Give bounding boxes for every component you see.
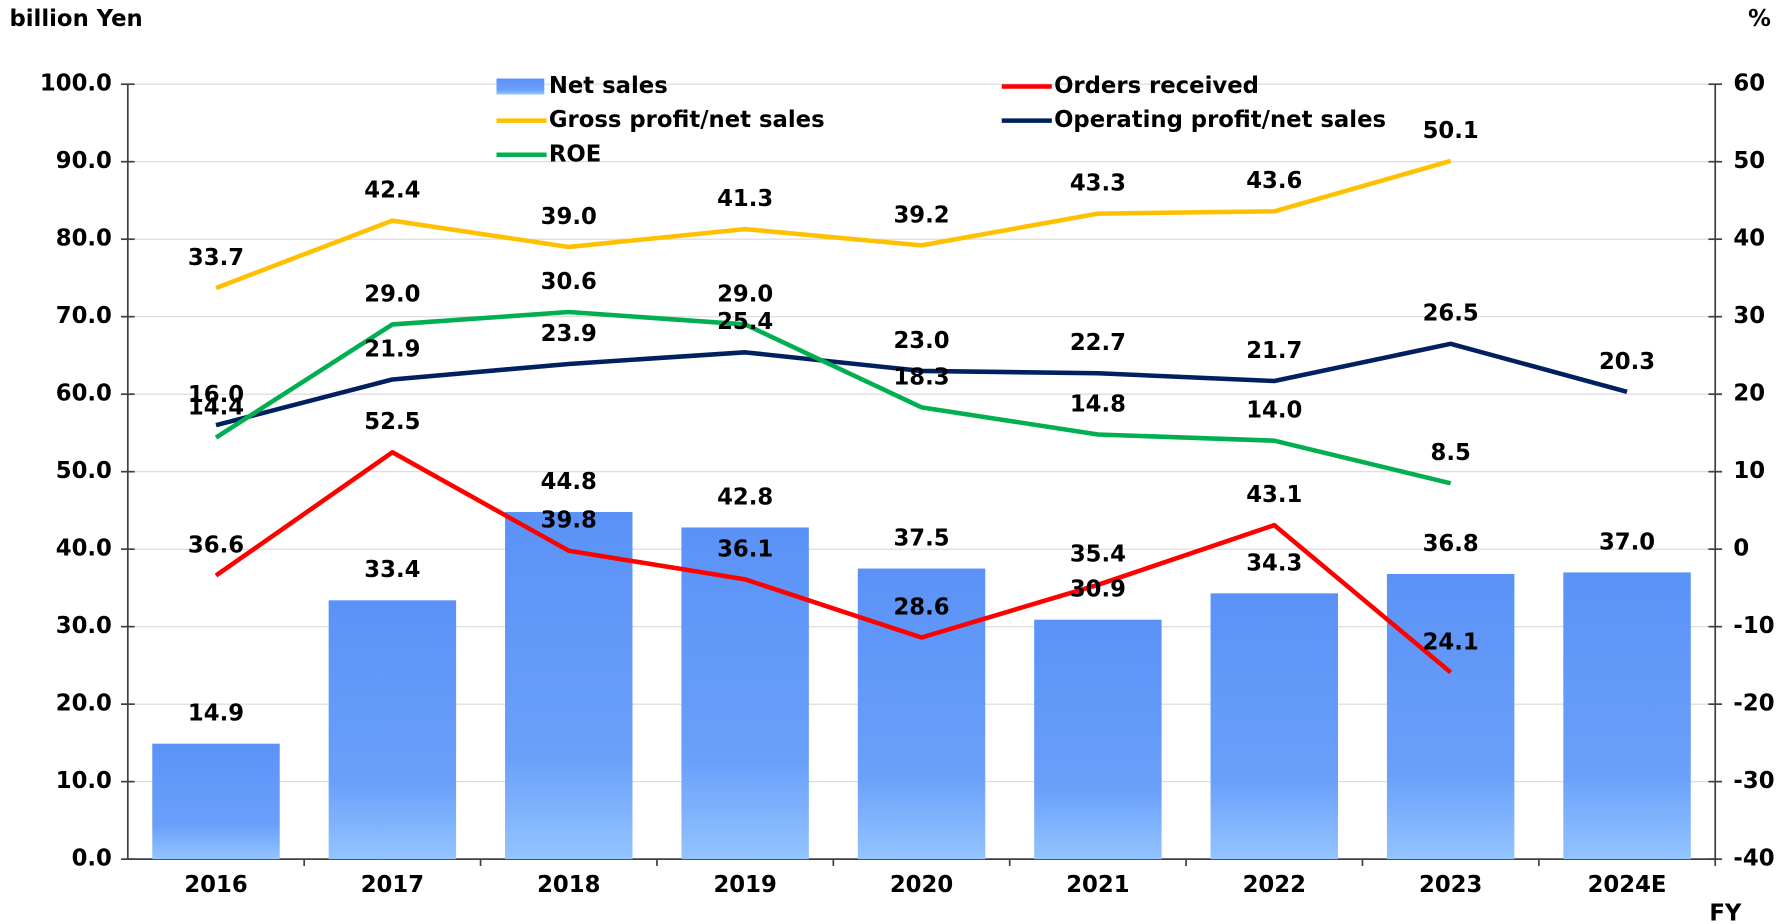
data-label: 33.4	[364, 557, 420, 583]
data-label: 42.8	[717, 484, 773, 510]
data-label: 39.0	[541, 204, 597, 230]
legend-swatch	[496, 78, 545, 95]
legend-label: ROE	[549, 141, 601, 167]
data-label: 50.1	[1423, 118, 1479, 144]
bar	[328, 600, 457, 860]
data-label: 14.8	[1070, 391, 1126, 417]
data-label: 8.5	[1430, 440, 1470, 466]
data-label: 20.3	[1599, 349, 1655, 375]
y2-tick-label: 10	[1733, 458, 1765, 484]
data-label: 16.0	[188, 382, 244, 408]
y-tick-label: 70.0	[56, 303, 112, 329]
y-tick-label: 40.0	[56, 536, 112, 562]
x-axis-label: FY	[1709, 900, 1742, 924]
data-label: 21.9	[364, 336, 420, 362]
line	[215, 158, 1452, 291]
x-tick-label: 2021	[1066, 872, 1129, 898]
data-label: 43.1	[1246, 482, 1302, 508]
data-label: 41.3	[717, 186, 773, 212]
bar	[1386, 573, 1515, 860]
bar	[505, 511, 633, 860]
y-tick-label: 0.0	[72, 846, 112, 872]
data-label: 14.9	[188, 701, 244, 727]
data-label: 37.0	[1599, 529, 1655, 555]
x-tick-label: 2020	[890, 872, 953, 898]
data-label: 18.3	[893, 364, 949, 390]
y2-tick-label: 50	[1733, 148, 1765, 174]
x-tick-label: 2019	[713, 872, 776, 898]
y-tick-label: 20.0	[56, 691, 112, 717]
data-label: 30.6	[541, 269, 597, 295]
legend-label: Operating profit/net sales	[1054, 107, 1386, 133]
y-tick-label: 100.0	[40, 71, 112, 97]
x-tick-label: 2018	[537, 872, 600, 898]
data-label: 25.4	[717, 309, 773, 335]
x-tick-label: 2022	[1243, 872, 1306, 898]
data-label: 43.6	[1246, 168, 1302, 194]
y2-tick-label: 20	[1733, 381, 1765, 407]
data-label: 34.3	[1246, 550, 1302, 576]
legend-label: Gross profit/net sales	[549, 107, 825, 133]
data-label: 39.8	[541, 508, 597, 534]
y2-tick-label: -10	[1733, 613, 1774, 639]
data-label: 26.5	[1423, 301, 1479, 327]
data-label: 36.1	[717, 536, 773, 562]
y2-tick-label: 30	[1733, 303, 1765, 329]
y2-tick-label: -20	[1733, 691, 1774, 717]
data-label: 29.0	[717, 281, 773, 307]
data-label: 14.4	[188, 394, 244, 420]
bar	[1034, 619, 1162, 860]
data-label: 30.9	[1070, 577, 1126, 603]
legend-label: Net sales	[549, 73, 668, 99]
data-label: 28.6	[893, 594, 949, 620]
data-label: 36.8	[1423, 531, 1479, 557]
x-tick-label: 2016	[184, 872, 247, 898]
data-label: 22.7	[1070, 330, 1126, 356]
data-label: 43.3	[1070, 171, 1126, 197]
data-label: 42.4	[364, 178, 420, 204]
data-label: 14.0	[1246, 398, 1302, 424]
y2-tick-label: 40	[1733, 226, 1765, 252]
line	[214, 450, 1453, 675]
bar	[152, 743, 280, 860]
x-tick-label: 2024E	[1588, 872, 1667, 898]
y2-tick-label: -40	[1733, 846, 1774, 872]
bar	[1563, 572, 1691, 860]
y2-tick-label: 0	[1733, 536, 1749, 562]
data-label: 37.5	[893, 525, 949, 551]
data-label: 21.7	[1246, 338, 1302, 364]
y-tick-label: 80.0	[56, 226, 112, 252]
data-label: 52.5	[364, 409, 420, 435]
bar	[857, 568, 986, 860]
y2-tick-label: -30	[1733, 768, 1774, 794]
x-tick-label: 2017	[361, 872, 424, 898]
y2-tick-label: 60	[1733, 71, 1765, 97]
line	[214, 309, 1452, 486]
bar	[681, 527, 809, 860]
y-tick-label: 90.0	[56, 148, 112, 174]
legend-label: Orders received	[1054, 73, 1259, 99]
data-label: 24.1	[1423, 629, 1479, 655]
y2-axis-label: %	[1748, 6, 1771, 32]
bar	[1210, 593, 1338, 860]
data-label: 23.9	[541, 321, 597, 347]
line	[215, 341, 1628, 428]
y-tick-label: 30.0	[56, 613, 112, 639]
data-label: 29.0	[364, 281, 420, 307]
data-label: 39.2	[893, 202, 949, 228]
y-tick-label: 50.0	[56, 458, 112, 484]
y-tick-label: 60.0	[56, 381, 112, 407]
data-label: 44.8	[541, 469, 597, 495]
data-label: 36.6	[188, 532, 244, 558]
x-tick-label: 2023	[1419, 872, 1482, 898]
y-tick-label: 10.0	[56, 768, 112, 794]
y-axis-label: billion Yen	[9, 6, 142, 32]
data-label: 33.7	[188, 245, 244, 271]
data-label: 35.4	[1070, 542, 1126, 568]
data-label: 23.0	[893, 328, 949, 354]
